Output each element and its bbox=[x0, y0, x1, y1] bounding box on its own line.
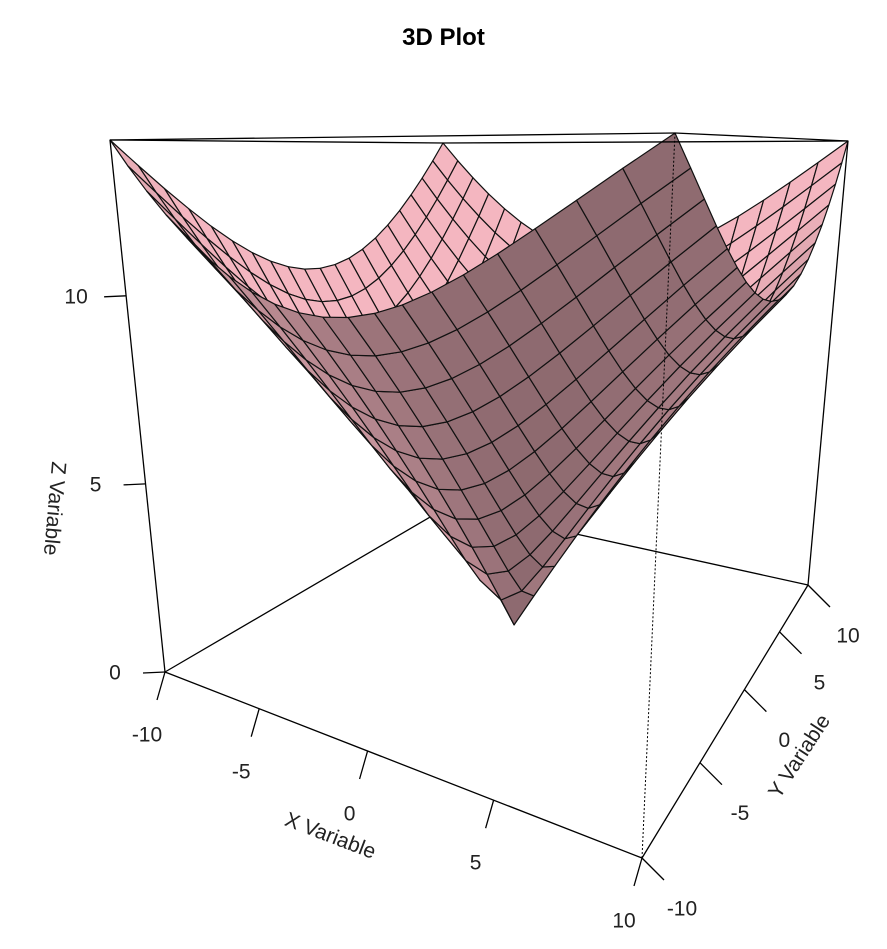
y-tick bbox=[779, 631, 802, 655]
z-tick-label: 10 bbox=[64, 285, 87, 308]
box-edge bbox=[164, 505, 450, 673]
axes: -10 -5 0 5 10 -10 -5 0 5 10 0 5 10 bbox=[64, 285, 859, 932]
z-tick-label: 0 bbox=[109, 662, 121, 685]
z-tick bbox=[123, 483, 146, 486]
x-tick-label: 0 bbox=[344, 803, 356, 826]
z-axis-label: Z Variable bbox=[39, 461, 70, 557]
y-tick-label: -5 bbox=[731, 802, 750, 825]
box-edge bbox=[641, 584, 809, 859]
y-tick-label: 0 bbox=[779, 729, 791, 752]
chart-title: 3D Plot bbox=[402, 24, 485, 51]
y-tick-label: 10 bbox=[836, 625, 859, 648]
z-tick-label: 5 bbox=[90, 473, 102, 496]
y-tick-label: 5 bbox=[814, 671, 826, 694]
x-tick bbox=[633, 857, 643, 887]
box-front-edges bbox=[109, 132, 849, 859]
box-edge bbox=[109, 139, 444, 144]
y-tick bbox=[641, 857, 665, 881]
x-tick bbox=[250, 708, 260, 737]
box-edge bbox=[674, 132, 849, 142]
y-tick bbox=[743, 689, 767, 713]
x-tick bbox=[358, 750, 369, 780]
surface-mesh bbox=[109, 132, 849, 626]
x-tick bbox=[156, 671, 166, 701]
box-edge bbox=[807, 140, 849, 586]
z-tick bbox=[142, 671, 166, 674]
x-tick-label: 5 bbox=[470, 852, 482, 875]
x-tick-label: -5 bbox=[232, 760, 251, 783]
y-axis-label: Y Variable bbox=[764, 710, 835, 802]
box-edge-hidden bbox=[641, 132, 676, 859]
y-axis: -10 -5 0 5 10 bbox=[641, 584, 860, 921]
y-tick-label: -10 bbox=[667, 898, 697, 921]
box-edge bbox=[109, 132, 676, 141]
y-tick bbox=[699, 762, 723, 786]
y-tick bbox=[807, 584, 831, 608]
x-tick bbox=[484, 799, 495, 829]
box-edge bbox=[164, 671, 643, 859]
surface-facet bbox=[109, 139, 157, 194]
z-tick bbox=[104, 295, 127, 298]
x-tick-label: -10 bbox=[132, 724, 162, 747]
x-axis: -10 -5 0 5 10 bbox=[132, 671, 643, 933]
box-edge bbox=[109, 139, 166, 673]
z-axis: 0 5 10 bbox=[64, 285, 166, 685]
x-axis-label: X Variable bbox=[282, 808, 379, 864]
x-tick-label: 10 bbox=[612, 910, 635, 933]
surface-facet bbox=[137, 164, 184, 218]
box-edge bbox=[442, 140, 849, 144]
